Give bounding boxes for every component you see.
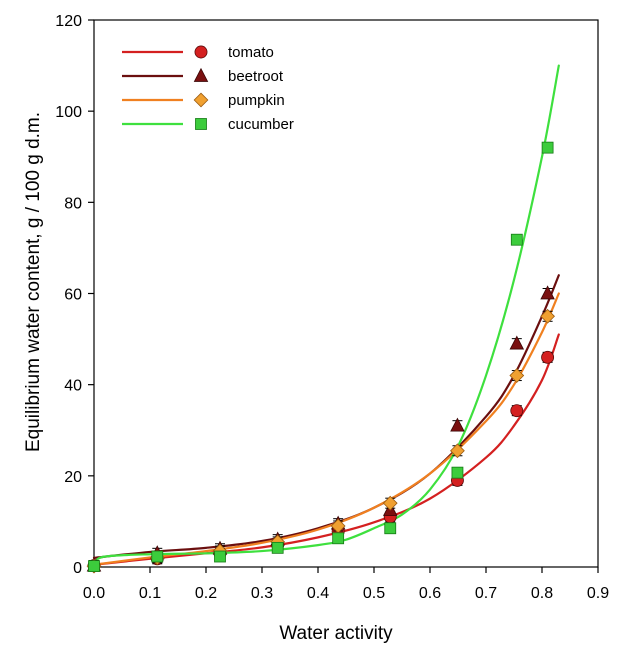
legend-marker-tomato <box>194 45 208 59</box>
legend-label-cucumber: cucumber <box>228 116 294 133</box>
data-point-cucumber <box>541 141 554 154</box>
legend: tomato beetroot pumpkin cucumber <box>122 44 294 133</box>
x-tick-label: 0.6 <box>419 585 441 602</box>
x-tick-label: 0.3 <box>251 585 273 602</box>
legend-label-beetroot: beetroot <box>228 68 284 85</box>
data-point-pumpkin <box>382 495 398 511</box>
data-point-pumpkin <box>540 308 555 324</box>
y-tick-label: 40 <box>64 378 82 395</box>
data-point-beetroot <box>509 335 525 350</box>
data-point-pumpkin <box>450 443 465 459</box>
data-point-cucumber <box>332 532 345 545</box>
data-point-pumpkin <box>509 368 525 383</box>
x-axis-title: Water activity <box>279 623 393 644</box>
fit-curves <box>92 64 560 566</box>
y-tick-label: 20 <box>64 469 82 486</box>
data-point-tomato <box>541 350 555 364</box>
y-tick-label: 100 <box>55 104 82 121</box>
legend-marker-pumpkin <box>193 92 209 108</box>
legend-marker-cucumber <box>195 118 207 130</box>
legend-label-tomato: tomato <box>228 44 274 61</box>
x-tick-label: 0.9 <box>587 585 609 602</box>
data-point-cucumber <box>451 466 464 479</box>
data-point-cucumber <box>214 550 226 563</box>
fit-curve-cucumber <box>92 64 560 564</box>
x-tick-label: 0.1 <box>139 585 161 602</box>
x-tick-label: 0.4 <box>307 585 329 602</box>
data-point-cucumber <box>88 560 100 572</box>
y-axis-title: Equilibrium water content, g / 100 g d.m… <box>23 112 44 452</box>
y-tick-label: 60 <box>64 287 82 304</box>
x-tick-label: 0.0 <box>83 585 105 602</box>
legend-marker-beetroot <box>193 67 209 82</box>
data-point-beetroot <box>450 417 465 432</box>
data-point-tomato <box>510 404 524 418</box>
y-tick-label: 0 <box>73 560 82 577</box>
data-point-cucumber <box>271 541 284 554</box>
x-tick-label: 0.5 <box>363 585 385 602</box>
axes: 0.0 0.1 0.2 0.3 0.4 0.5 0.6 0.7 0.8 0.9 0 20 40 60 80 1… <box>55 13 609 602</box>
x-tick-label: 0.7 <box>475 585 497 602</box>
data-markers <box>86 141 555 574</box>
data-point-cucumber <box>510 233 523 246</box>
x-tick-label: 0.2 <box>195 585 217 602</box>
fit-curve-pumpkin <box>92 292 560 566</box>
data-point-cucumber <box>384 522 397 535</box>
y-tick-label: 120 <box>55 13 82 30</box>
data-point-cucumber <box>151 550 164 563</box>
y-tick-label: 80 <box>64 195 82 212</box>
data-point-beetroot <box>540 285 555 300</box>
plot-frame <box>93 19 599 568</box>
legend-label-pumpkin: pumpkin <box>228 92 285 109</box>
x-tick-label: 0.8 <box>531 585 553 602</box>
